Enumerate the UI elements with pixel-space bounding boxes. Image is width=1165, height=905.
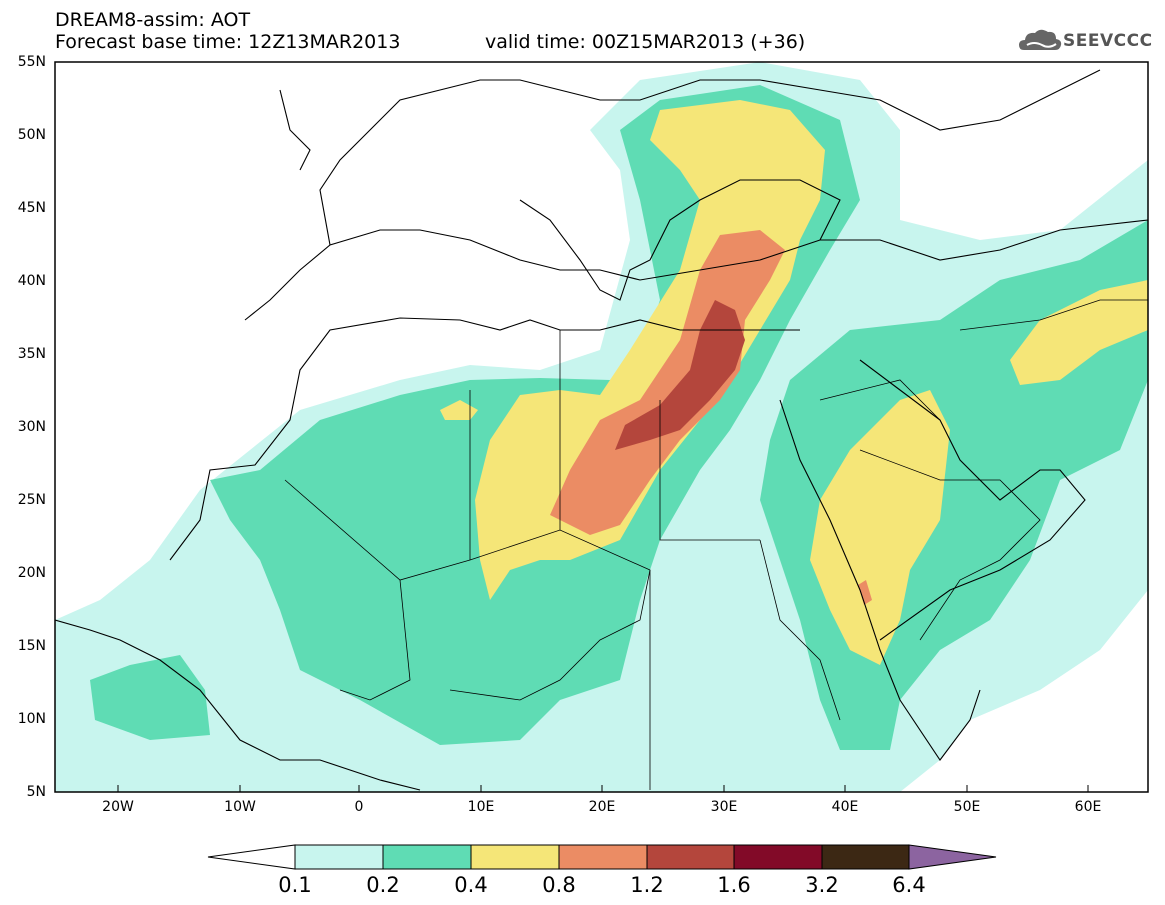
colorbar-above (908, 844, 997, 870)
colorbar-segment (470, 844, 560, 870)
lon-label: 30E (710, 799, 738, 815)
lon-label: 50E (953, 799, 981, 815)
colorbar-segment (733, 844, 823, 870)
lat-label: 55N (17, 54, 46, 70)
lat-label: 10N (17, 711, 46, 727)
lat-label: 35N (17, 346, 46, 362)
logo-text: SEEVCCC (1063, 31, 1153, 51)
lat-label: 30N (17, 419, 46, 435)
lon-label: 10E (467, 799, 495, 815)
aot-contour-0.4 (475, 100, 825, 600)
colorbar-label: 6.4 (892, 873, 926, 897)
lon-label: 40E (831, 799, 859, 815)
colorbar-segment (294, 844, 384, 870)
country-borders (284, 299, 1148, 790)
colorbar-label: 0.8 (542, 873, 576, 897)
lat-label: 25N (17, 492, 46, 508)
axis-ticks (117, 785, 1089, 792)
colorbar-below (207, 844, 296, 870)
colorbar-label: 0.1 (278, 873, 312, 897)
aot-contour-0.4-libya-spot (440, 400, 478, 420)
aot-contour-1.2 (615, 300, 745, 450)
colorbar-segment (646, 844, 735, 870)
coastlines (55, 69, 1148, 791)
colorbar (207, 844, 997, 870)
lat-label: 5N (26, 784, 46, 800)
colorbar-label: 0.2 (366, 873, 400, 897)
lon-label: 10W (224, 799, 256, 815)
forecast-base-time: Forecast base time: 12Z13MAR2013 (55, 31, 401, 53)
aot-contour-0.4-iran (1010, 280, 1148, 385)
lon-label: 20E (588, 799, 616, 815)
lat-label: 20N (17, 565, 46, 581)
lat-label: 45N (17, 200, 46, 216)
colorbar-label: 0.4 (454, 873, 488, 897)
aot-contour-0.2-guinea (90, 655, 210, 740)
lat-label: 50N (17, 127, 46, 143)
lon-label: 0 (354, 799, 364, 815)
colorbar-segment (821, 844, 910, 870)
valid-time: valid time: 00Z15MAR2013 (+36) (485, 31, 806, 53)
lon-label: 60E (1074, 799, 1102, 815)
cloud-logo-icon (1019, 29, 1062, 50)
colorbar-label: 1.6 (717, 873, 751, 897)
colorbar-segment (382, 844, 472, 870)
colorbar-segment (558, 844, 648, 870)
lon-label: 20W (102, 799, 134, 815)
colorbar-label: 3.2 (805, 873, 839, 897)
map-title: DREAM8-assim: AOT (55, 9, 251, 31)
aot-contour-0.4-redsea (810, 390, 950, 665)
lat-label: 40N (17, 273, 46, 289)
map-frame (54, 61, 1149, 793)
colorbar-label: 1.2 (630, 873, 664, 897)
lat-label: 15N (17, 638, 46, 654)
aot-contour-redsea-spot (858, 580, 872, 605)
